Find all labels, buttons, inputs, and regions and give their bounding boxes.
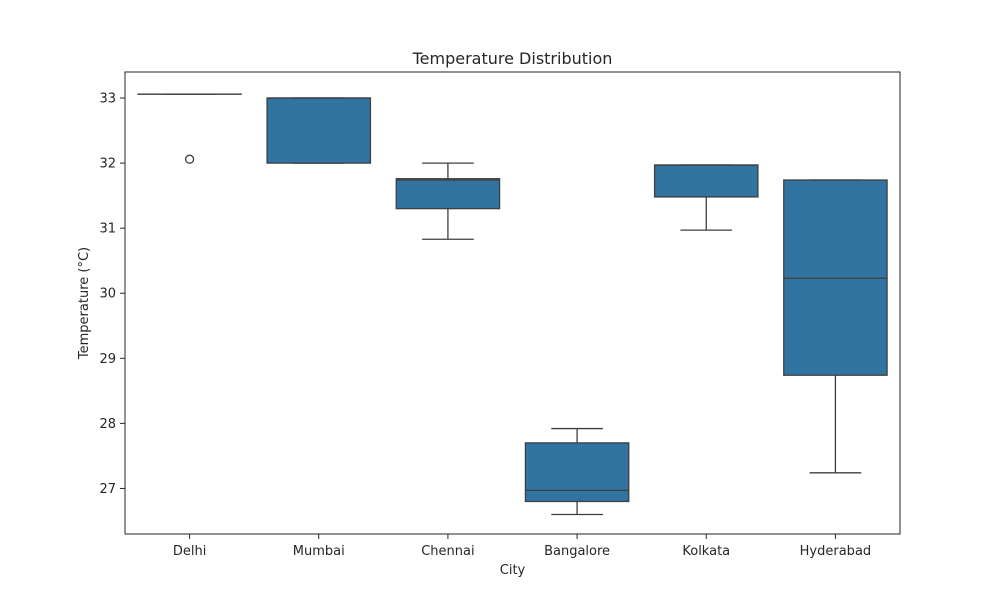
box-mumbai xyxy=(266,97,372,164)
y-axis-title: Temperature (°C) xyxy=(77,247,92,360)
y-tick-label: 29 xyxy=(99,352,116,367)
box-bangalore xyxy=(524,427,630,516)
y-axis-ticks: 27 28 29 30 31 32 33 xyxy=(99,92,125,497)
x-tick-label: Mumbai xyxy=(293,544,345,559)
x-tick-label: Chennai xyxy=(421,544,474,559)
chart-title: Temperature Distribution xyxy=(412,49,613,68)
x-tick-label: Bangalore xyxy=(544,544,610,559)
iqr-box xyxy=(783,179,888,376)
iqr-box xyxy=(266,97,372,164)
y-tick-label: 30 xyxy=(99,287,116,302)
x-tick-label: Hyderabad xyxy=(800,544,872,559)
y-tick-label: 33 xyxy=(99,92,116,107)
iqr-box xyxy=(395,178,501,210)
x-axis-ticks: Delhi Mumbai Chennai Bangalore Kolkata Hydera… xyxy=(173,534,871,559)
boxes-layer xyxy=(137,93,888,516)
iqr-box xyxy=(524,442,630,503)
x-tick-label: Delhi xyxy=(173,544,206,559)
x-tick-label: Kolkata xyxy=(682,544,730,559)
y-tick-label: 32 xyxy=(99,157,116,172)
outlier-point xyxy=(184,154,195,164)
box-delhi xyxy=(137,93,242,164)
box-kolkata xyxy=(653,164,759,231)
y-tick-label: 27 xyxy=(99,482,116,497)
iqr-box xyxy=(653,164,759,198)
plot-area-frame xyxy=(124,71,901,535)
x-axis-title: City xyxy=(500,563,526,578)
box-chennai xyxy=(395,162,501,240)
y-tick-label: 28 xyxy=(99,417,116,432)
box-hyderabad xyxy=(783,179,888,474)
y-tick-label: 31 xyxy=(99,222,116,237)
